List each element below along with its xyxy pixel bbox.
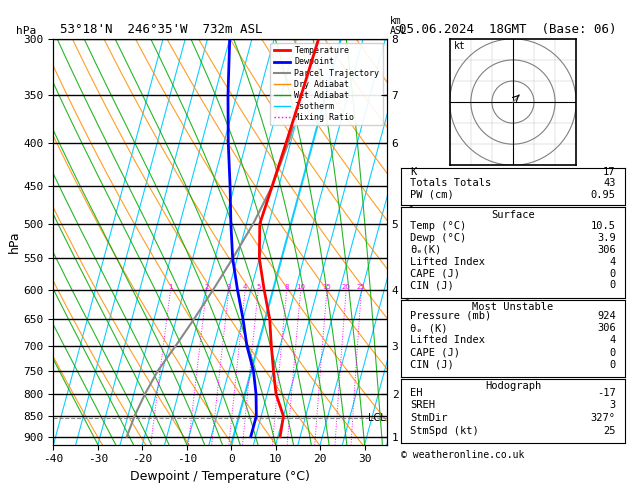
Text: 8: 8 [284,284,289,290]
Text: 5: 5 [256,284,260,290]
Text: 0: 0 [610,280,616,291]
Text: Lifted Index: Lifted Index [410,335,485,346]
Text: EH: EH [410,388,423,398]
Text: 4: 4 [243,284,247,290]
Text: 0: 0 [610,268,616,278]
Text: Pressure (mb): Pressure (mb) [410,311,491,321]
Text: 327°: 327° [591,413,616,423]
Text: 25: 25 [357,284,366,290]
Text: StmSpd (kt): StmSpd (kt) [410,426,479,436]
Text: 3.9: 3.9 [597,233,616,243]
Text: 0.95: 0.95 [591,190,616,200]
Text: 306: 306 [597,244,616,255]
Text: © weatheronline.co.uk: © weatheronline.co.uk [401,450,525,460]
Text: Surface: Surface [491,210,535,220]
Text: 10.5: 10.5 [591,221,616,231]
Text: 43: 43 [603,178,616,189]
Text: hPa: hPa [16,26,36,36]
Text: kt: kt [454,41,465,52]
Text: 17: 17 [603,167,616,177]
Text: PW (cm): PW (cm) [410,190,454,200]
Text: 25: 25 [603,426,616,436]
Text: CIN (J): CIN (J) [410,360,454,370]
Text: Lifted Index: Lifted Index [410,257,485,267]
Text: 1: 1 [169,284,173,290]
Text: 3: 3 [610,400,616,410]
Text: StmDir: StmDir [410,413,448,423]
Text: 4: 4 [610,335,616,346]
X-axis label: Dewpoint / Temperature (°C): Dewpoint / Temperature (°C) [130,470,310,483]
Y-axis label: Mixing Ratio (g/kg): Mixing Ratio (g/kg) [406,182,415,301]
Text: 924: 924 [597,311,616,321]
Text: 0: 0 [610,347,616,358]
Text: K: K [410,167,416,177]
Text: 05.06.2024  18GMT  (Base: 06): 05.06.2024 18GMT (Base: 06) [399,23,617,36]
Text: Totals Totals: Totals Totals [410,178,491,189]
Text: Temp (°C): Temp (°C) [410,221,467,231]
Y-axis label: hPa: hPa [8,230,21,253]
Text: 2: 2 [204,284,209,290]
Text: CIN (J): CIN (J) [410,280,454,291]
Text: Most Unstable: Most Unstable [472,302,554,312]
Text: Dewp (°C): Dewp (°C) [410,233,467,243]
Text: -17: -17 [597,388,616,398]
Text: 0: 0 [610,360,616,370]
Text: θₑ(K): θₑ(K) [410,244,442,255]
Text: CAPE (J): CAPE (J) [410,268,460,278]
Text: 15: 15 [323,284,331,290]
Text: 20: 20 [342,284,350,290]
Text: SREH: SREH [410,400,435,410]
Text: CAPE (J): CAPE (J) [410,347,460,358]
Text: 4: 4 [610,257,616,267]
Text: 306: 306 [597,323,616,333]
Text: 3: 3 [226,284,231,290]
Text: 53°18'N  246°35'W  732m ASL: 53°18'N 246°35'W 732m ASL [60,23,262,36]
Text: 10: 10 [296,284,305,290]
Legend: Temperature, Dewpoint, Parcel Trajectory, Dry Adiabat, Wet Adiabat, Isotherm, Mi: Temperature, Dewpoint, Parcel Trajectory… [270,43,382,125]
Text: km
ASL: km ASL [390,16,408,36]
Text: θₑ (K): θₑ (K) [410,323,448,333]
Text: Hodograph: Hodograph [485,381,541,391]
Text: LCL: LCL [368,413,386,423]
